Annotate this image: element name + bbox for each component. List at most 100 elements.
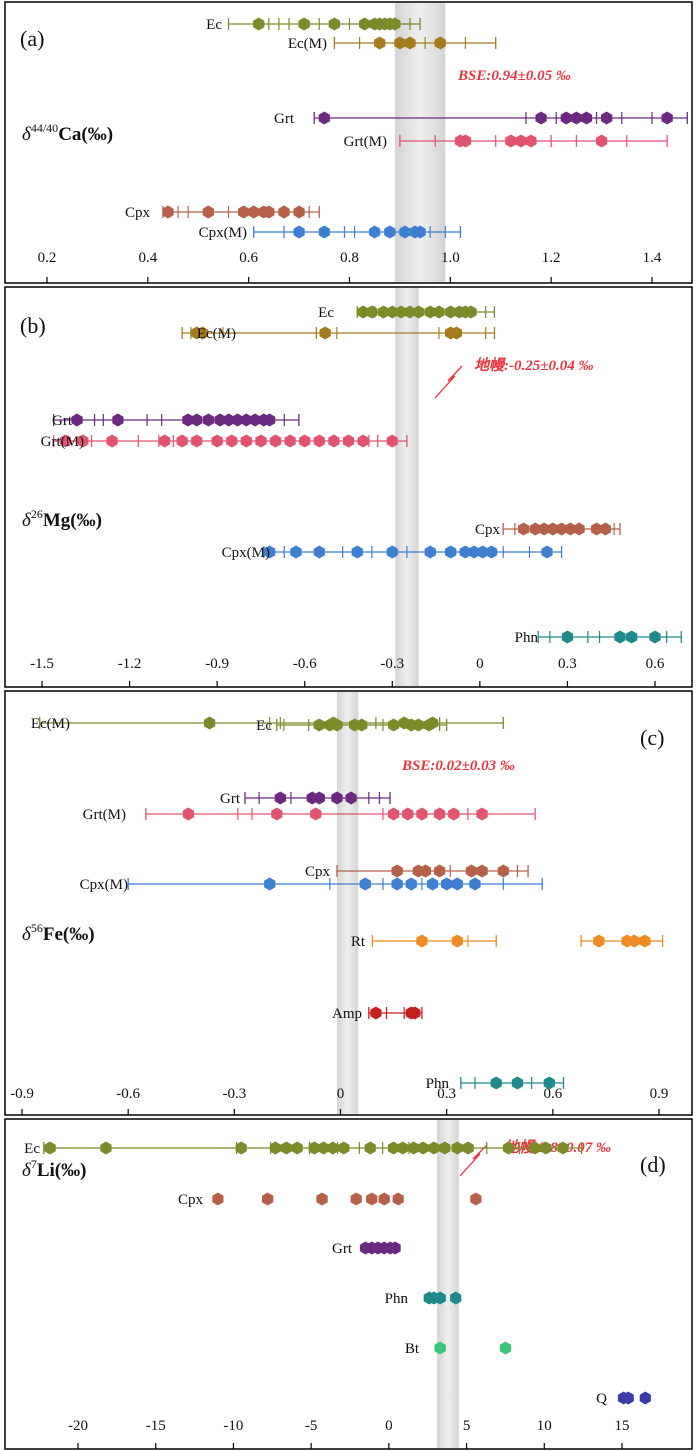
data-point bbox=[317, 1141, 330, 1155]
series-cpxm: Cpx(M) bbox=[80, 877, 543, 893]
data-point bbox=[434, 1291, 446, 1305]
data-point bbox=[450, 1291, 462, 1305]
data-point bbox=[570, 111, 582, 125]
series-cpx: Cpx bbox=[178, 1192, 482, 1208]
data-point bbox=[313, 545, 325, 559]
x-tick-label: 0 bbox=[337, 1086, 345, 1102]
data-point bbox=[387, 1141, 400, 1155]
series-grt: Grt bbox=[52, 413, 300, 429]
data-point bbox=[318, 111, 330, 125]
data-point bbox=[405, 877, 417, 891]
data-point bbox=[159, 434, 171, 448]
data-point bbox=[202, 205, 214, 219]
data-point bbox=[264, 877, 276, 891]
series-label: Ec(M) bbox=[197, 326, 236, 342]
data-point bbox=[328, 17, 340, 31]
data-point bbox=[543, 1076, 555, 1090]
data-point bbox=[529, 1141, 541, 1155]
data-point bbox=[404, 36, 416, 50]
data-point bbox=[211, 434, 223, 448]
data-point bbox=[541, 545, 553, 559]
data-point bbox=[573, 522, 585, 536]
series-cpx: Cpx bbox=[125, 205, 320, 221]
data-point bbox=[203, 716, 216, 730]
data-point bbox=[280, 1141, 292, 1155]
data-point bbox=[212, 1192, 224, 1206]
data-point bbox=[428, 1141, 440, 1155]
x-tick-label: 15 bbox=[615, 1418, 630, 1434]
x-tick-label: 0.6 bbox=[543, 1086, 562, 1102]
series-label: Phn bbox=[385, 1291, 409, 1307]
data-point bbox=[434, 807, 446, 821]
reference-label: BSE:0.94±0.05 ‰ bbox=[457, 68, 571, 84]
series-phn: Phn bbox=[385, 1291, 462, 1307]
data-point bbox=[639, 1391, 651, 1405]
axis-title: δ44/40Ca(‰) bbox=[22, 121, 113, 145]
data-point bbox=[313, 434, 325, 448]
data-point bbox=[100, 1141, 112, 1155]
x-tick-label: -0.3 bbox=[380, 656, 404, 672]
x-tick-label: -10 bbox=[223, 1418, 243, 1434]
panel-a: 0.2 0.4 0.6 0.8 1.0 1.2 1.4 (a) δ44/40Ca(‰) BSE:0… bbox=[4, 1, 693, 284]
data-point bbox=[477, 545, 489, 559]
data-point bbox=[468, 545, 480, 559]
data-point bbox=[331, 718, 343, 732]
data-point bbox=[459, 134, 472, 148]
data-point bbox=[499, 1341, 512, 1355]
series-label: Cpx bbox=[305, 864, 331, 880]
data-point bbox=[357, 434, 369, 448]
series-label: Cpx bbox=[125, 205, 151, 221]
x-tick-label: 0.8 bbox=[340, 250, 359, 266]
data-point bbox=[328, 434, 340, 448]
data-point bbox=[318, 225, 330, 239]
series-grtm: Grt(M) bbox=[83, 807, 536, 823]
data-point bbox=[395, 305, 407, 319]
data-point bbox=[359, 877, 371, 891]
data-point bbox=[451, 1141, 463, 1155]
panel-frame bbox=[4, 1118, 693, 1450]
data-point bbox=[386, 545, 398, 559]
series-cpxm: Cpx(M) bbox=[199, 225, 462, 241]
series-label: Cpx bbox=[178, 1192, 204, 1208]
data-point bbox=[547, 522, 559, 536]
data-point bbox=[364, 1141, 376, 1155]
panel-label: (b) bbox=[20, 313, 46, 338]
data-point bbox=[240, 434, 252, 448]
data-point bbox=[445, 305, 457, 319]
series-ecm: Ec(M) bbox=[181, 326, 496, 342]
x-tick-label: 0.6 bbox=[646, 656, 665, 672]
data-point bbox=[580, 111, 593, 125]
data-point bbox=[394, 36, 406, 50]
reference-label: BSE:0.02±0.03 ‰ bbox=[401, 758, 515, 774]
data-point bbox=[77, 434, 89, 448]
data-point bbox=[416, 934, 428, 948]
data-point bbox=[223, 413, 235, 427]
data-point bbox=[389, 17, 401, 31]
data-point bbox=[391, 877, 403, 891]
x-tick-label: 0.2 bbox=[38, 250, 57, 266]
reference-band bbox=[336, 692, 359, 1114]
data-point bbox=[264, 545, 276, 559]
data-point bbox=[448, 807, 460, 821]
series-cpxm: Cpx(M) bbox=[222, 545, 563, 561]
x-tick-label: 1.2 bbox=[542, 250, 561, 266]
data-point bbox=[408, 1141, 420, 1155]
series-cpx: Cpx bbox=[475, 522, 621, 538]
panel-frame bbox=[4, 286, 693, 688]
data-point bbox=[359, 17, 371, 31]
data-point bbox=[599, 522, 611, 536]
series-grt: Grt bbox=[220, 791, 391, 807]
x-tick-label: 0.6 bbox=[239, 250, 258, 266]
data-point bbox=[465, 864, 478, 878]
data-point bbox=[535, 111, 547, 125]
data-point bbox=[497, 864, 509, 878]
series-phn: Phn bbox=[515, 630, 682, 646]
data-point bbox=[264, 413, 276, 427]
data-point bbox=[433, 305, 445, 319]
series-q: Q bbox=[596, 1391, 651, 1407]
panel-label: (a) bbox=[20, 26, 44, 51]
x-tick-label: 1.0 bbox=[441, 250, 460, 266]
reference-arrow bbox=[434, 365, 463, 399]
data-point bbox=[313, 718, 325, 732]
data-point bbox=[366, 1192, 378, 1206]
